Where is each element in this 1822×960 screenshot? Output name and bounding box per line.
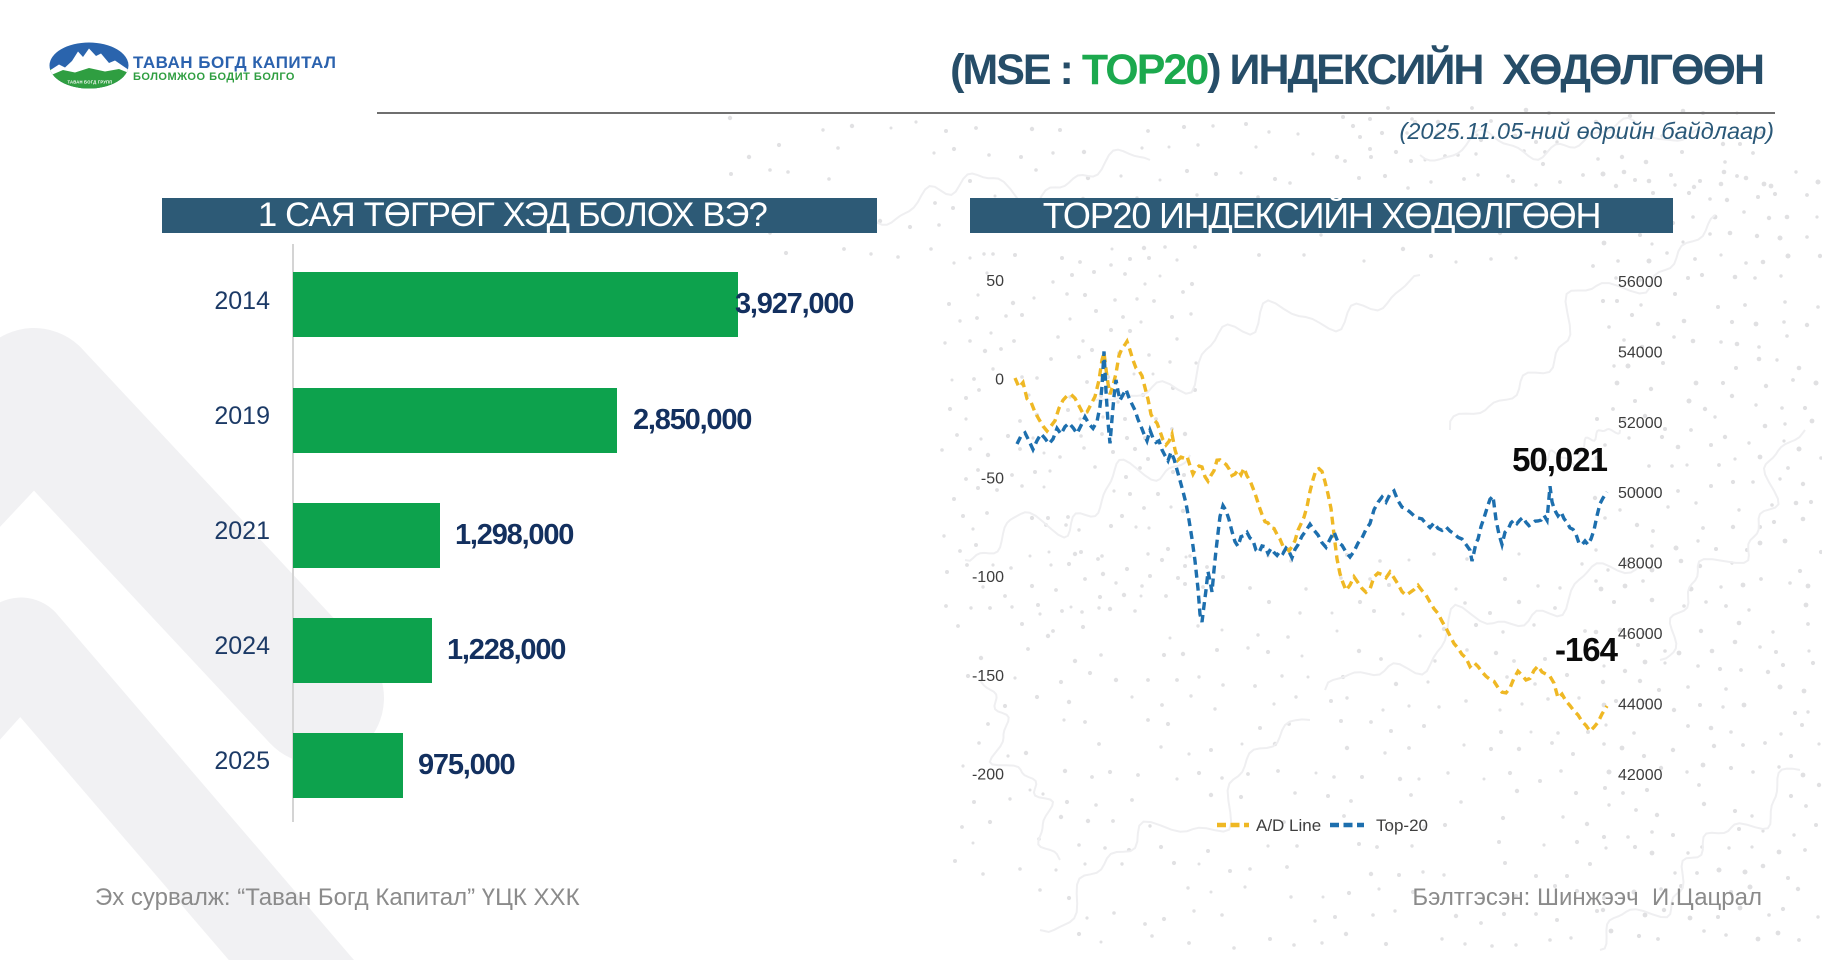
svg-text:-50: -50 [981,470,1004,487]
svg-text:42000: 42000 [1618,767,1663,784]
svg-text:46000: 46000 [1618,626,1663,643]
svg-text:-100: -100 [972,569,1004,586]
svg-text:ТАВАН БОГД ГРУПП: ТАВАН БОГД ГРУПП [68,80,113,85]
svg-text:56000: 56000 [1618,274,1663,291]
svg-text:44000: 44000 [1618,696,1663,713]
svg-text:48000: 48000 [1618,556,1663,573]
svg-text:50000: 50000 [1618,485,1663,502]
svg-text:54000: 54000 [1618,344,1663,361]
svg-text:-164: -164 [1555,631,1619,668]
svg-text:0: 0 [995,372,1004,389]
svg-text:52000: 52000 [1618,415,1663,432]
svg-text:-150: -150 [972,668,1004,685]
svg-text:-200: -200 [972,767,1004,784]
svg-text:50: 50 [986,273,1004,290]
svg-text:50,021: 50,021 [1512,441,1608,478]
svg-text:A/D Line: A/D Line [1256,816,1321,835]
svg-text:Top-20: Top-20 [1376,816,1428,835]
